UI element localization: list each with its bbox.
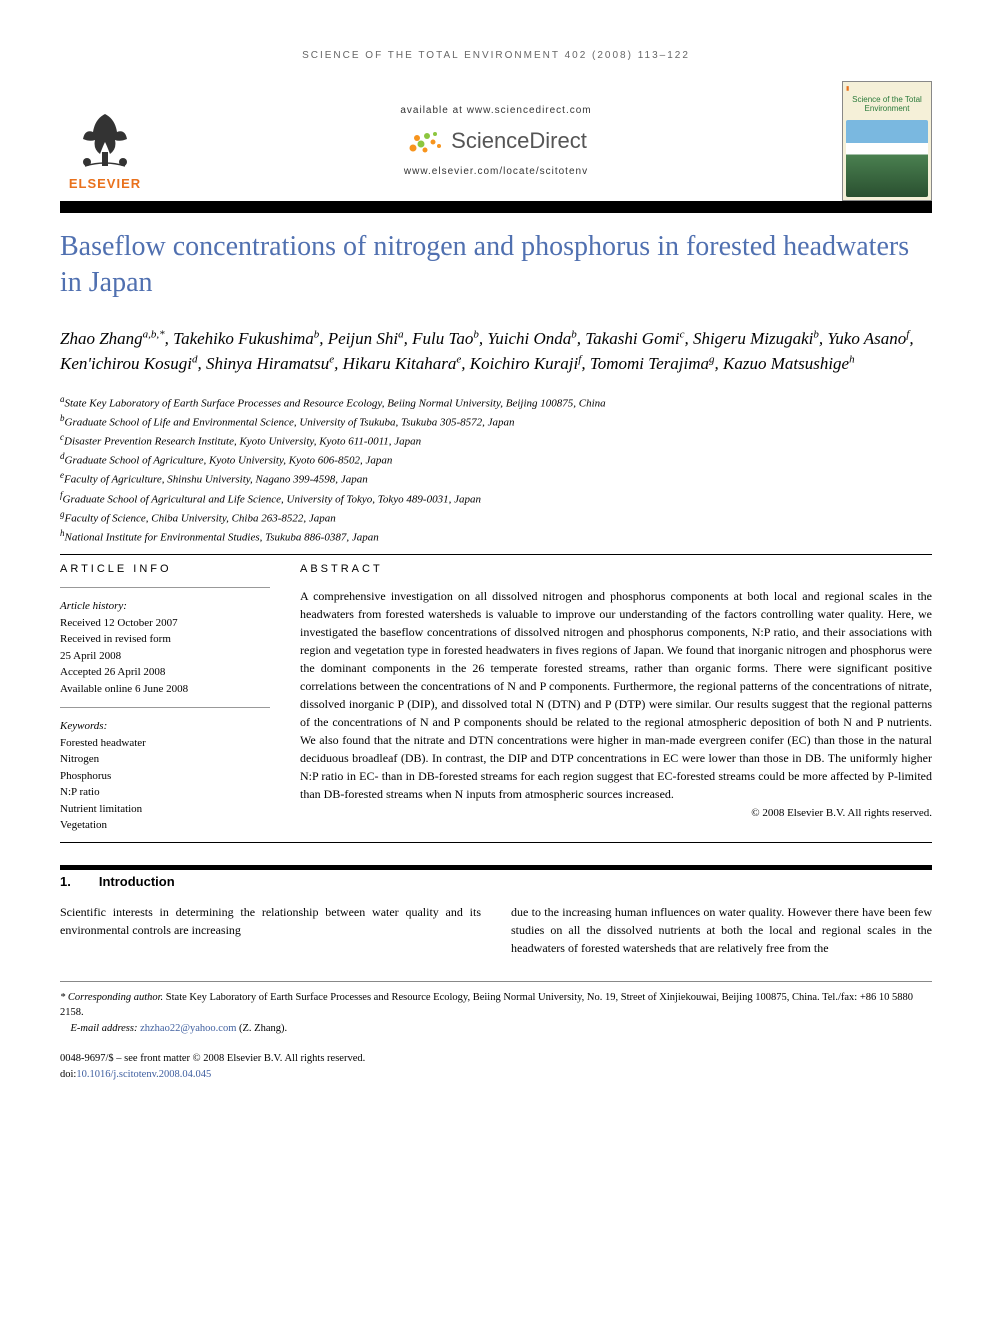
divider: [60, 842, 932, 843]
section-bar: [60, 865, 932, 870]
elsevier-tree-icon: [65, 104, 145, 174]
history-line: Accepted 26 April 2008: [60, 664, 270, 681]
keyword: N:P ratio: [60, 784, 270, 801]
section-title: Introduction: [99, 874, 175, 889]
affiliation: aState Key Laboratory of Earth Surface P…: [60, 393, 932, 412]
keyword: Forested headwater: [60, 735, 270, 752]
article-history: Article history: Received 12 October 200…: [60, 598, 270, 697]
keyword: Nitrogen: [60, 751, 270, 768]
cover-image: [846, 120, 928, 197]
divider: [60, 554, 932, 555]
divider: [60, 707, 270, 708]
email-label: E-mail address:: [71, 1023, 141, 1034]
abstract-column: ABSTRACT A comprehensive investigation o…: [300, 563, 932, 834]
affiliation: gFaculty of Science, Chiba University, C…: [60, 508, 932, 527]
doi-prefix: doi:: [60, 1069, 76, 1080]
affiliations-list: aState Key Laboratory of Earth Surface P…: [60, 393, 932, 546]
sciencedirect-logo: ScienceDirect: [405, 126, 587, 156]
email-link[interactable]: zhzhao22@yahoo.com: [140, 1023, 236, 1034]
doi-block: 0048-9697/$ – see front matter © 2008 El…: [60, 1051, 932, 1083]
body-col-left: Scientific interests in determining the …: [60, 903, 481, 957]
author-list: Zhao Zhanga,b,*, Takehiko Fukushimab, Pe…: [60, 326, 932, 377]
abstract-text: A comprehensive investigation on all dis…: [300, 587, 932, 803]
journal-header: ELSEVIER available at www.sciencedirect.…: [60, 81, 932, 201]
affiliation: eFaculty of Agriculture, Shinshu Univers…: [60, 469, 932, 488]
footnote-divider: [60, 981, 932, 982]
keywords-block: Keywords: Forested headwaterNitrogenPhos…: [60, 718, 270, 834]
sciencedirect-dots-icon: [405, 126, 445, 156]
history-line: Available online 6 June 2008: [60, 681, 270, 698]
running-head: SCIENCE OF THE TOTAL ENVIRONMENT 402 (20…: [60, 50, 932, 61]
title-divider-bar: [60, 201, 932, 213]
affiliation: fGraduate School of Agricultural and Lif…: [60, 489, 932, 508]
doi-link[interactable]: 10.1016/j.scitotenv.2008.04.045: [76, 1069, 211, 1080]
history-line: Received in revised form: [60, 631, 270, 648]
available-at-text: available at www.sciencedirect.com: [400, 105, 591, 116]
footnotes: * Corresponding author. State Key Labora…: [60, 990, 932, 1037]
section-heading-row: 1. Introduction: [60, 874, 932, 889]
body-text-columns: Scientific interests in determining the …: [60, 903, 932, 957]
issn-copyright-line: 0048-9697/$ – see front matter © 2008 El…: [60, 1051, 932, 1067]
elsevier-wordmark: ELSEVIER: [69, 176, 141, 191]
journal-url: www.elsevier.com/locate/scitotenv: [404, 166, 588, 177]
article-info-column: ARTICLE INFO Article history: Received 1…: [60, 563, 270, 834]
abstract-heading: ABSTRACT: [300, 563, 932, 575]
journal-cover-thumbnail: ▮ Science of the Total Environment: [842, 81, 932, 201]
affiliation: dGraduate School of Agriculture, Kyoto U…: [60, 450, 932, 469]
keywords-label: Keywords:: [60, 718, 270, 735]
corr-text: State Key Laboratory of Earth Surface Pr…: [60, 992, 913, 1019]
abstract-copyright: © 2008 Elsevier B.V. All rights reserved…: [300, 807, 932, 819]
section-number: 1.: [60, 874, 71, 889]
email-after: (Z. Zhang).: [236, 1023, 287, 1034]
elsevier-logo: ELSEVIER: [60, 91, 150, 191]
body-col-right: due to the increasing human influences o…: [511, 903, 932, 957]
header-center: available at www.sciencedirect.com Scien…: [160, 105, 832, 177]
keyword: Vegetation: [60, 817, 270, 834]
history-line: Received 12 October 2007: [60, 615, 270, 632]
divider: [60, 587, 270, 588]
history-line: 25 April 2008: [60, 648, 270, 665]
corresponding-author-note: * Corresponding author. State Key Labora…: [60, 990, 932, 1022]
corr-label: * Corresponding author.: [60, 992, 163, 1003]
doi-line: doi:10.1016/j.scitotenv.2008.04.045: [60, 1067, 932, 1083]
history-label: Article history:: [60, 598, 270, 615]
sciencedirect-wordmark: ScienceDirect: [451, 128, 587, 154]
affiliation: cDisaster Prevention Research Institute,…: [60, 431, 932, 450]
keyword: Nutrient limitation: [60, 801, 270, 818]
cover-title: Science of the Total Environment: [846, 96, 928, 114]
article-info-heading: ARTICLE INFO: [60, 563, 270, 575]
affiliation: hNational Institute for Environmental St…: [60, 527, 932, 546]
info-abstract-row: ARTICLE INFO Article history: Received 1…: [60, 563, 932, 834]
affiliation: bGraduate School of Life and Environment…: [60, 412, 932, 431]
article-title: Baseflow concentrations of nitrogen and …: [60, 229, 932, 302]
keyword: Phosphorus: [60, 768, 270, 785]
email-note: E-mail address: zhzhao22@yahoo.com (Z. Z…: [60, 1021, 932, 1037]
